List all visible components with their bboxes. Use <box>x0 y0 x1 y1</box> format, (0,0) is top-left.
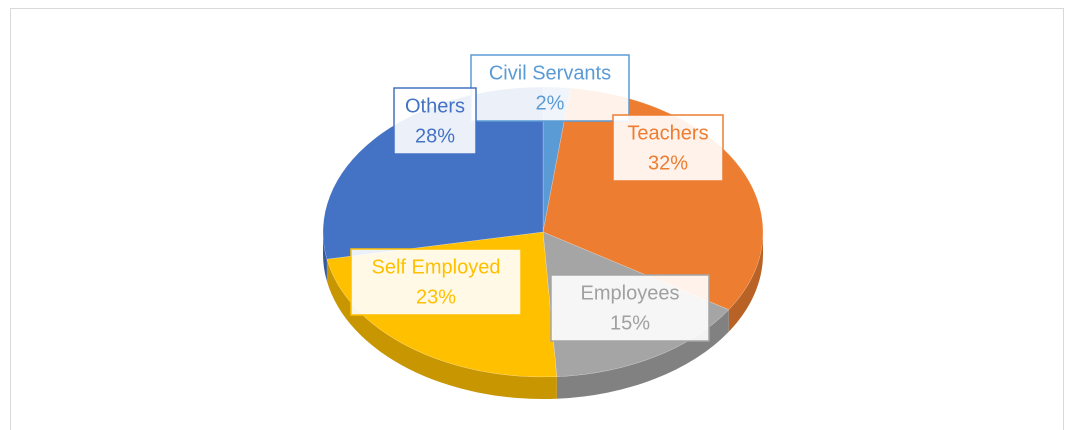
pie-slice-side <box>728 232 763 332</box>
data-label-box <box>393 87 477 155</box>
pie-slice-side <box>323 232 327 282</box>
data-label-category: Employees <box>581 282 680 304</box>
data-label-box <box>550 274 710 342</box>
pie-slice-side <box>326 259 557 399</box>
data-label-category: Teachers <box>627 122 708 144</box>
data-label-value: 15% <box>610 312 650 334</box>
data-label-box <box>470 54 630 122</box>
data-label-box <box>612 114 724 182</box>
data-label-category: Self Employed <box>372 256 501 278</box>
data-label-value: 23% <box>416 286 456 308</box>
data-label-category: Others <box>405 95 465 117</box>
pie-slice-side <box>556 309 729 399</box>
data-label-value: 2% <box>536 92 565 114</box>
data-label-box <box>350 248 522 316</box>
data-label-category: Civil Servants <box>489 62 611 84</box>
data-label-value: 32% <box>648 152 688 174</box>
data-label-value: 28% <box>415 125 455 147</box>
